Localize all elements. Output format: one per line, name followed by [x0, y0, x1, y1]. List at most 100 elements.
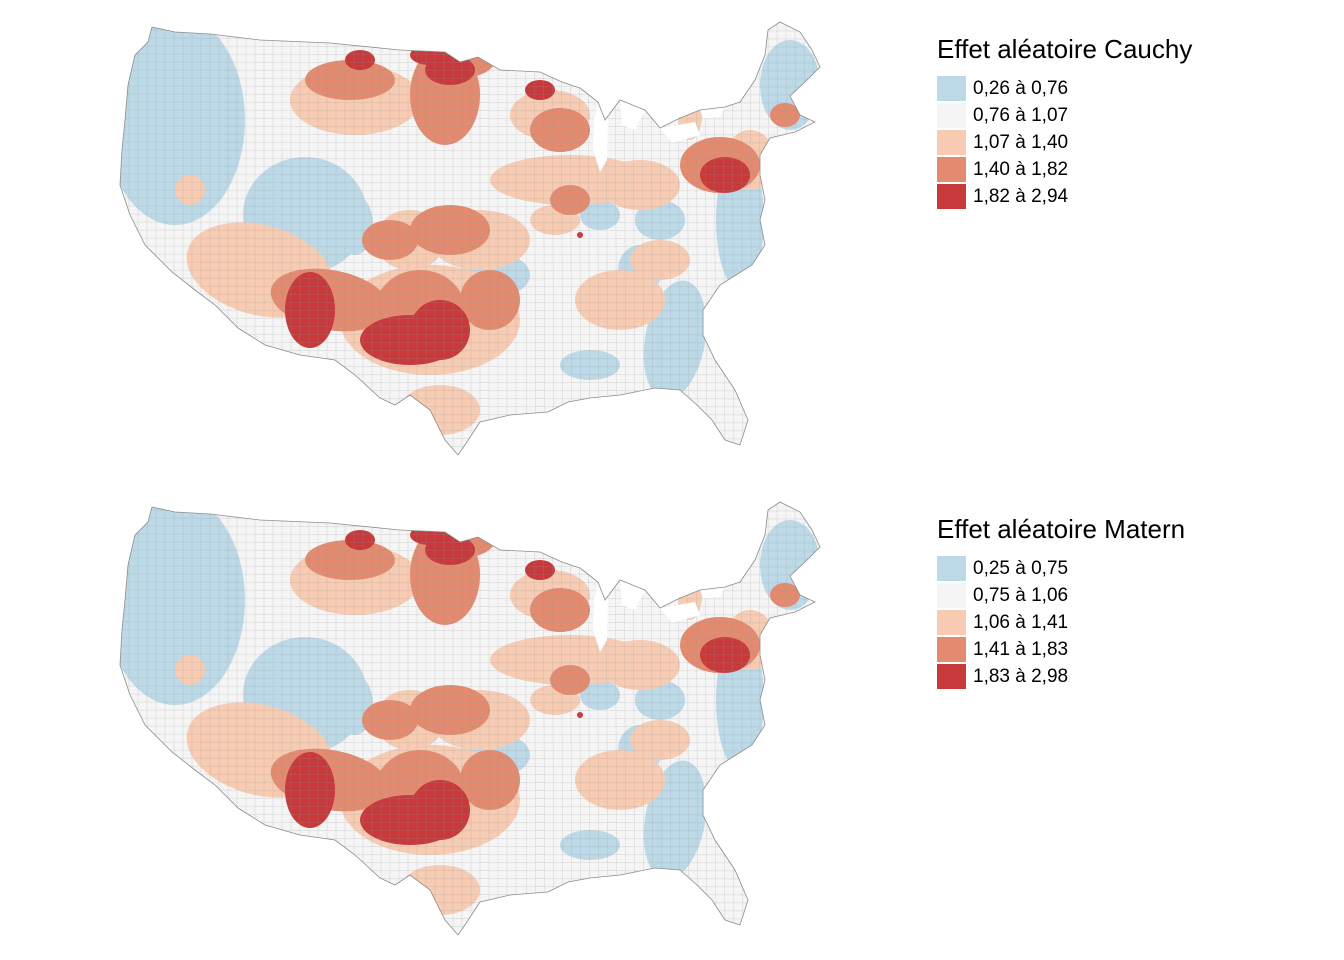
value-region: [550, 185, 590, 215]
county-line: [551, 502, 555, 935]
value-region: [410, 780, 470, 840]
county-line: [120, 509, 820, 512]
choropleth-layer: [120, 502, 820, 935]
legend-swatch: [937, 184, 966, 209]
county-line: [569, 502, 573, 935]
county-line: [120, 301, 820, 304]
legend-swatch: [937, 130, 966, 155]
value-region: [410, 300, 470, 360]
county-line: [120, 437, 820, 440]
value-region: [560, 830, 620, 860]
us-county-map-matern: [119, 501, 821, 936]
county-line: [803, 502, 807, 935]
county-line: [120, 213, 820, 216]
county-line: [578, 502, 582, 935]
county-line: [120, 445, 820, 448]
value-region: [530, 108, 590, 152]
county-line: [120, 277, 820, 280]
legend-item: 1,07 à 1,40: [937, 129, 1192, 156]
county-line: [120, 605, 820, 608]
legend-swatch: [937, 103, 966, 128]
county-line: [120, 29, 820, 32]
value-region: [725, 270, 765, 320]
county-line: [524, 502, 528, 935]
value-region: [560, 350, 620, 380]
country-border: [119, 501, 821, 936]
county-line: [578, 22, 582, 455]
value-region: [285, 752, 335, 828]
county-line: [120, 502, 820, 504]
county-line: [120, 661, 820, 664]
value-region: [400, 865, 480, 915]
value-region: [410, 685, 490, 735]
county-line: [120, 645, 820, 648]
county-line: [551, 22, 555, 455]
value-region: [120, 502, 245, 705]
county-line: [120, 157, 820, 160]
legend-label: 0,75 à 1,06: [973, 584, 1069, 606]
country-border: [119, 21, 821, 456]
county-line: [812, 502, 816, 935]
legend-item: 1,40 à 1,82: [937, 156, 1192, 183]
county-line: [120, 741, 820, 744]
county-line: [524, 22, 528, 455]
value-region: [305, 540, 395, 580]
value-region: [525, 560, 555, 580]
county-line: [120, 597, 820, 600]
county-line: [120, 765, 820, 768]
legend-label: 1,41 à 1,83: [973, 638, 1069, 660]
legend-swatch: [937, 610, 966, 635]
county-line: [120, 261, 820, 264]
value-region: [400, 385, 480, 435]
legend-item: 1,82 à 2,94: [937, 183, 1192, 210]
value-region: [630, 720, 690, 760]
legend-label: 0,26 à 0,76: [973, 77, 1069, 99]
value-region: [635, 680, 685, 720]
choropleth-layer: [120, 22, 820, 455]
county-line: [120, 637, 820, 640]
legend-label: 0,25 à 0,75: [973, 557, 1069, 579]
legend-label: 1,40 à 1,82: [973, 158, 1069, 180]
value-region: [530, 588, 590, 632]
value-region: [630, 240, 690, 280]
county-line: [120, 173, 820, 176]
county-line: [120, 165, 820, 168]
county-line: [120, 285, 820, 288]
lake: [700, 587, 725, 598]
county-line: [560, 502, 564, 935]
county-line: [120, 925, 820, 928]
county-line: [120, 197, 820, 200]
county-line: [120, 125, 820, 128]
legend-label: 1,06 à 1,41: [973, 611, 1069, 633]
value-region: [305, 60, 395, 100]
legend-item: 1,83 à 2,98: [937, 663, 1185, 690]
county-line: [569, 22, 573, 455]
legend-item: 1,06 à 1,41: [937, 609, 1185, 636]
county-line: [542, 22, 546, 455]
legend-item: 1,41 à 1,83: [937, 636, 1185, 663]
county-line: [533, 502, 537, 935]
value-region: [460, 750, 520, 810]
county-line: [120, 917, 820, 920]
county-line: [120, 133, 820, 136]
county-line: [120, 757, 820, 760]
county-line: [120, 189, 820, 192]
county-line: [120, 293, 820, 296]
value-region: [725, 750, 765, 800]
map-panel-cauchy: Effet aléatoire Cauchy 0,26 à 0,76 0,76 …: [119, 21, 1192, 456]
county-line: [120, 221, 820, 224]
county-line: [120, 117, 820, 120]
county-line: [803, 22, 807, 455]
county-line: [542, 502, 546, 935]
county-line: [120, 701, 820, 704]
county-line: [120, 773, 820, 776]
legend-swatch: [937, 637, 966, 662]
lake: [700, 107, 725, 118]
lake: [593, 582, 608, 652]
legend-swatch: [937, 583, 966, 608]
county-line: [120, 669, 820, 672]
county-line: [120, 693, 820, 696]
value-region: [600, 640, 680, 690]
county-line: [120, 733, 820, 736]
county-line: [120, 149, 820, 152]
